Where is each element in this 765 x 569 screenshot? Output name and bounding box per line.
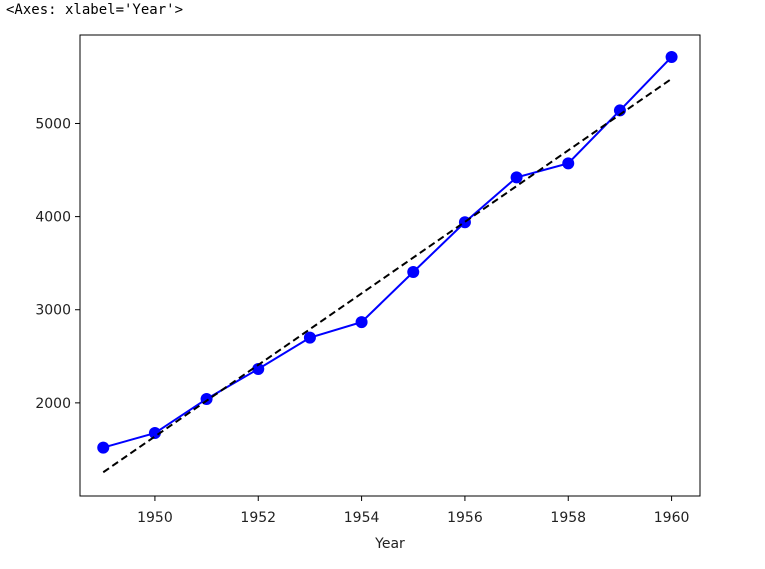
data-point	[665, 50, 678, 63]
trend-line	[102, 77, 673, 474]
x-tick-label: 1954	[344, 510, 380, 526]
data-point	[510, 171, 523, 184]
y-tick-label: 3000	[35, 303, 71, 319]
y-tick-label: 4000	[35, 210, 71, 226]
data-point	[303, 331, 316, 344]
x-tick-label: 1960	[654, 510, 690, 526]
data-point	[252, 362, 265, 375]
x-axis-label: Year	[374, 536, 405, 552]
axis-ticks: 1950 1952 1954 1956 1958 1960 2000 3000 4000 5000	[35, 116, 689, 526]
data-point	[355, 316, 368, 329]
y-tick-label: 5000	[35, 116, 71, 132]
y-tick-label: 2000	[35, 396, 71, 412]
data-point	[562, 157, 575, 170]
plot-area-frame	[79, 34, 701, 497]
data-point	[200, 392, 213, 405]
data-point	[407, 266, 420, 279]
x-tick-label: 1958	[550, 510, 586, 526]
x-tick-label: 1950	[137, 510, 173, 526]
data-point	[97, 441, 110, 454]
data-point	[148, 427, 161, 440]
series-layer	[97, 50, 678, 474]
x-tick-label: 1956	[447, 510, 483, 526]
data-series-line	[102, 56, 673, 449]
x-tick-label: 1952	[240, 510, 276, 526]
output-repr-text: <Axes: xlabel='Year'>	[6, 2, 184, 18]
